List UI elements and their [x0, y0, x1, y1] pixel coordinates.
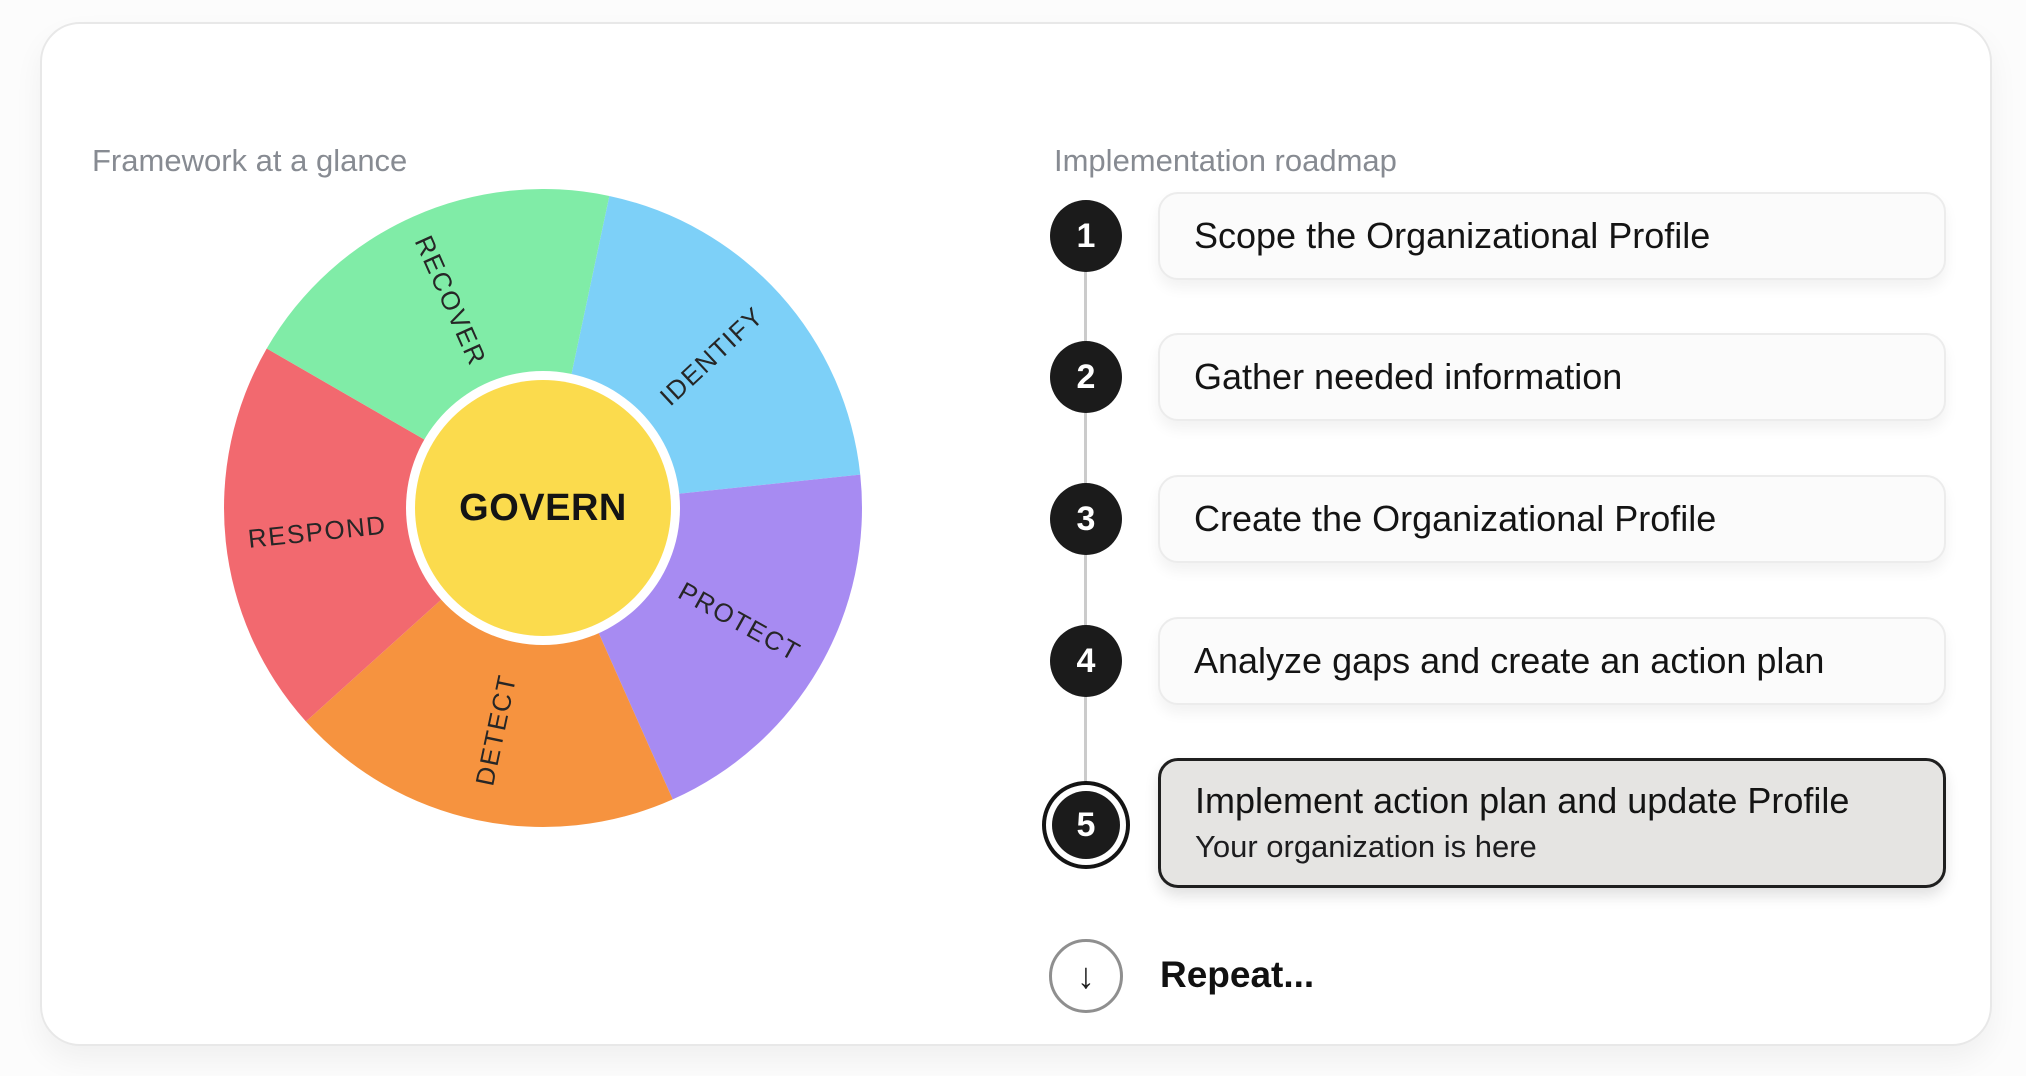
step-card-4[interactable]: Analyze gaps and create an action plan — [1158, 617, 1946, 705]
step-number: 4 — [1076, 641, 1096, 680]
step-number: 5 — [1076, 805, 1096, 844]
step-card-3[interactable]: Create the Organizational Profile — [1158, 475, 1946, 563]
step-card-subtitle: Your organization is here — [1195, 829, 1537, 864]
step-3-marker: 3 — [1050, 483, 1122, 555]
wheel-segment-detect — [305, 508, 673, 827]
roadmap-section-heading: Implementation roadmap — [1054, 143, 1397, 178]
step-card-5[interactable]: Implement action plan and update Profile… — [1158, 758, 1946, 888]
down-arrow-icon: ↓ — [1077, 955, 1095, 996]
active-step-inner-circle: 5 — [1052, 791, 1120, 859]
step-5-marker: 5 — [1042, 781, 1130, 869]
step-1-marker: 1 — [1050, 200, 1122, 272]
step-2-marker: 2 — [1050, 341, 1122, 413]
step-card-title: Gather needed information — [1194, 356, 1623, 397]
step-card-1[interactable]: Scope the Organizational Profile — [1158, 192, 1946, 280]
repeat-label: Repeat... — [1160, 954, 1315, 995]
step-card-title: Analyze gaps and create an action plan — [1194, 640, 1825, 681]
govern-center-circle — [415, 380, 671, 636]
step-4-marker: 4 — [1050, 625, 1122, 697]
step-number: 2 — [1076, 357, 1096, 396]
step-card-2[interactable]: Gather needed information — [1158, 333, 1946, 421]
step-number: 3 — [1076, 499, 1096, 538]
govern-label: GOVERN — [459, 487, 627, 529]
step-card-title: Create the Organizational Profile — [1194, 498, 1717, 539]
framework-section-heading: Framework at a glance — [92, 143, 408, 178]
step-card-title: Scope the Organizational Profile — [1194, 215, 1711, 256]
step-card-title: Implement action plan and update Profile — [1195, 780, 1850, 821]
repeat-step-circle: ↓ — [1049, 939, 1123, 1013]
wheel-segment-respond — [224, 348, 543, 722]
step-number: 1 — [1076, 216, 1096, 255]
